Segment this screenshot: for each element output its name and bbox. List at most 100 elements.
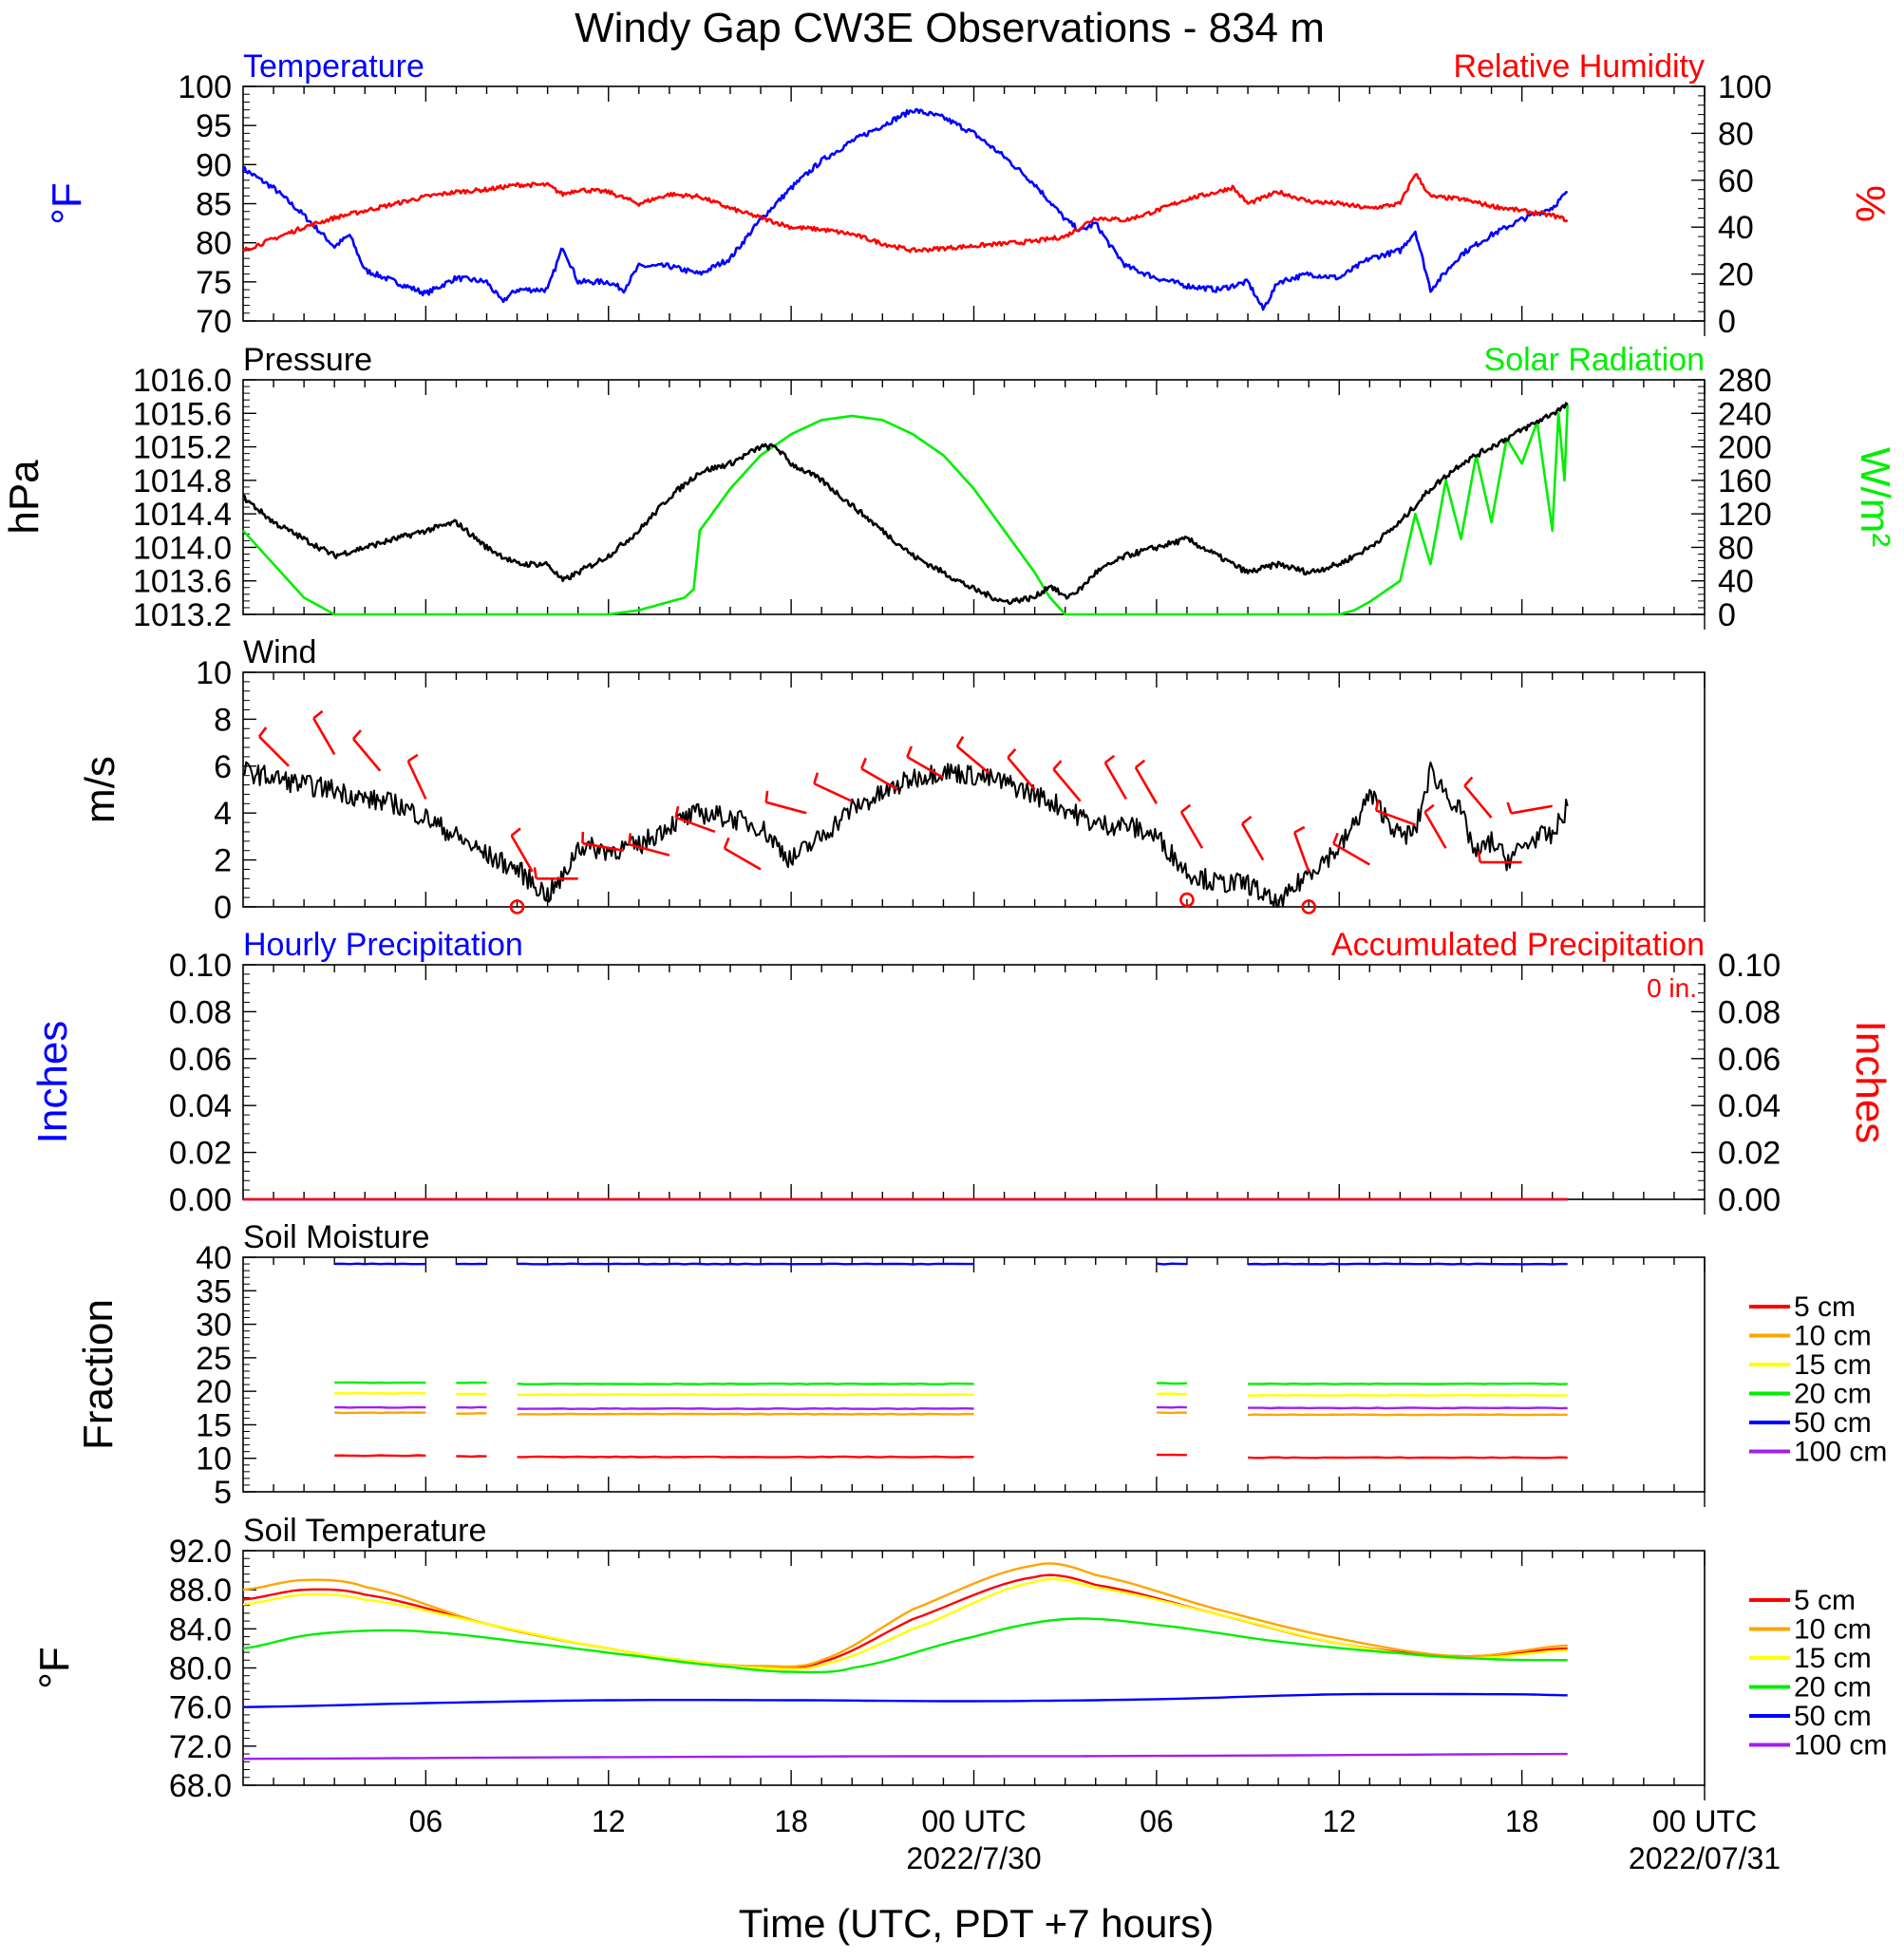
wind-barb-flag [861,758,865,768]
x-tick-label: 00 UTC [1652,1804,1757,1838]
soil-temp-50cm-line [243,1694,1568,1707]
soil-moisture-axis-label: Fraction [75,1299,122,1450]
x-tick-label: 06 [409,1804,443,1838]
temperature-title: Temperature [243,48,424,85]
y-tick-label: 1014.0 [133,530,232,566]
wind-barb-flag [1424,805,1433,812]
y-tick-label: 35 [196,1273,232,1309]
y-tick-label: 0 [214,890,232,926]
solar-axis-label: W/m² [1852,447,1898,547]
wind-barb [725,848,761,869]
solar-line [243,405,1568,615]
y-tick-label: 160 [1718,463,1772,499]
wind-barb-flag [766,791,767,802]
soil-moisture-100cm-line [518,1408,974,1409]
soil-moisture-5cm-line [334,1456,425,1457]
y-tick-label: 88.0 [169,1573,232,1609]
soil-moisture-50cm-line [1157,1264,1187,1265]
pressure-line [243,404,1568,604]
y-tick-label: 76.0 [169,1690,232,1726]
y-tick-label: 0.08 [1718,994,1781,1030]
wind-barb-flag [1008,749,1015,758]
y-tick-label: 4 [214,796,232,832]
y-tick-label: 30 [196,1308,232,1344]
legend-label: 20 cm [1794,1379,1872,1410]
soil-moisture-10cm-line [334,1413,425,1414]
legend-label: 15 cm [1794,1349,1872,1381]
y-tick-label: 1014.4 [133,497,232,533]
soil-moisture-15cm-line [1248,1395,1568,1396]
y-tick-label: 0.06 [169,1042,232,1078]
wind-barb-flag [1136,761,1144,767]
y-tick-label: 40 [196,1240,232,1276]
y-tick-label: 0.04 [169,1088,232,1124]
wind-barb [766,802,807,813]
legend-label: 50 cm [1794,1701,1872,1732]
humidity-line [243,174,1568,252]
y-tick-label: 0.08 [169,994,232,1030]
y-tick-label: 1014.8 [133,463,232,499]
y-tick-label: 80 [1718,116,1754,152]
legend-label: 50 cm [1794,1407,1872,1439]
legend-label: 5 cm [1794,1291,1856,1323]
wind-barb-flag [259,727,266,737]
legend-label: 10 cm [1794,1614,1872,1646]
wind-speed-line [243,763,1568,907]
y-tick-label: 240 [1718,396,1772,432]
pressure-axis-label: hPa [1,460,47,535]
y-tick-label: 40 [1718,210,1754,246]
legend-label: 100 cm [1794,1437,1887,1468]
wind-barb-flag [814,773,817,783]
wind-barb-flag [1053,761,1061,769]
soil-moisture-10cm-line [518,1414,974,1415]
wind-barb [1242,823,1263,859]
wind-barb-flag [512,828,520,835]
legend-label: 100 cm [1794,1730,1887,1761]
wind-barb-flag [907,746,911,757]
hourly-precip-title: Hourly Precipitation [243,927,523,963]
wind-barb [1181,812,1202,848]
y-tick-label: 100 [1718,69,1772,105]
y-tick-label: 200 [1718,430,1772,466]
chart-title: Windy Gap CW3E Observations - 834 m [575,5,1325,51]
wind-barb [1053,769,1080,801]
temperature-axis-label: °F [44,182,90,224]
soil-moisture-5cm-line [1248,1458,1568,1459]
solar-title: Solar Radiation [1484,342,1705,378]
wind-barb-flag [1479,851,1480,862]
accum-precip-title: Accumulated Precipitation [1331,927,1705,963]
y-tick-label: 1015.6 [133,396,232,432]
soil-moisture-5cm-line [518,1457,974,1458]
soil-moisture-100cm-line [456,1407,486,1408]
accum-precip-axis-label: Inches [1847,1021,1894,1144]
wind-barb-flag [535,867,537,878]
x-tick-label: 12 [1322,1804,1356,1838]
soil-moisture-15cm-line [1157,1394,1187,1395]
y-tick-label: 1013.2 [133,597,232,633]
wind-barb [259,737,289,766]
wind-barb [313,718,334,754]
wind-title: Wind [243,634,316,670]
wind-barb-flag [1242,817,1251,823]
y-tick-label: 68.0 [169,1768,232,1804]
y-tick-label: 280 [1718,363,1772,399]
y-tick-label: 95 [196,108,232,144]
y-tick-label: 100 [178,69,232,105]
y-tick-label: 20 [1718,257,1754,293]
wind-barb [957,746,990,773]
wind-barb [1105,763,1126,799]
soil-temperature-title: Soil Temperature [243,1513,486,1549]
y-tick-label: 5 [214,1475,232,1511]
wind-barb [861,769,897,790]
y-tick-label: 8 [214,702,232,738]
soil-temperature-axis-label: °F [31,1647,78,1688]
soil-moisture-20cm-line [334,1383,425,1384]
soil-moisture-50cm-line [1248,1264,1568,1265]
wind-barb-flag [1508,802,1512,813]
x-tick-label: 00 UTC [921,1804,1026,1838]
wind-barb-flag [1333,833,1337,843]
legend-label: 15 cm [1794,1643,1872,1674]
